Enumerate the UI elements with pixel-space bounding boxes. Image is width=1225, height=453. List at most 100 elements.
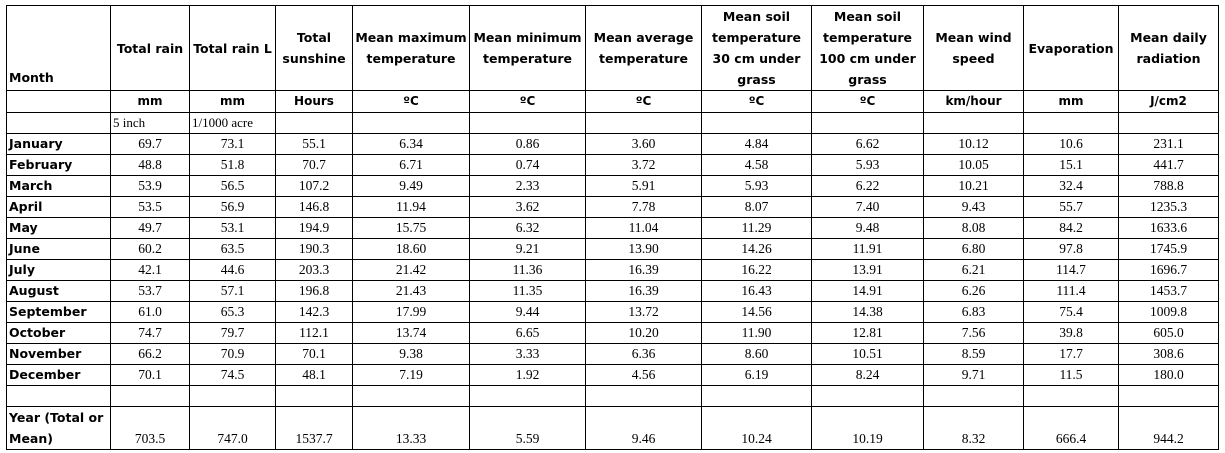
sub-unit-cell: 5 inch	[110, 112, 190, 134]
sub-unit-cell	[469, 112, 586, 134]
value-cell: 70.7	[275, 154, 353, 176]
value-cell: 15.75	[352, 217, 470, 239]
value-cell: 308.6	[1118, 343, 1219, 365]
year-value-cell: 13.33	[352, 406, 470, 450]
table-row: July 42.1 44.6 203.3 21.42 11.36 16.39 16.22 13.…	[6, 259, 1219, 281]
value-cell: 7.78	[585, 196, 702, 218]
value-cell: 11.35	[469, 280, 586, 302]
value-cell: 63.5	[189, 238, 276, 260]
header-mean-max-temp: Mean maximum temperature	[352, 5, 470, 91]
value-cell: 8.24	[811, 364, 924, 386]
value-cell: 3.72	[585, 154, 702, 176]
value-cell: 1235.3	[1118, 196, 1219, 218]
value-cell: 53.1	[189, 217, 276, 239]
year-value-cell: 1537.7	[275, 406, 353, 450]
value-cell: 70.1	[275, 343, 353, 365]
month-cell: July	[6, 259, 111, 281]
header-total-rain: Total rain	[110, 5, 190, 91]
value-cell: 13.90	[585, 238, 702, 260]
year-label-cell: Year (Total or Mean)	[6, 406, 111, 450]
value-cell: 7.19	[352, 364, 470, 386]
sub-unit-cell	[275, 112, 353, 134]
value-cell: 16.39	[585, 280, 702, 302]
value-cell: 190.3	[275, 238, 353, 260]
value-cell: 111.4	[1023, 280, 1119, 302]
header-mean-wind-speed: Mean wind speed	[923, 5, 1024, 91]
unit-cell: ºC	[701, 90, 812, 113]
value-cell: 231.1	[1118, 133, 1219, 155]
value-cell: 0.74	[469, 154, 586, 176]
month-cell: February	[6, 154, 111, 176]
value-cell: 14.26	[701, 238, 812, 260]
month-cell: March	[6, 175, 111, 197]
value-cell: 48.8	[110, 154, 190, 176]
value-cell: 114.7	[1023, 259, 1119, 281]
weather-table: Month Total rain Total rain L Total suns…	[6, 5, 1219, 450]
value-cell: 11.29	[701, 217, 812, 239]
value-cell: 13.74	[352, 322, 470, 344]
empty-cell	[110, 385, 190, 407]
empty-cell	[1118, 385, 1219, 407]
unit-cell: ºC	[585, 90, 702, 113]
empty-cell	[811, 385, 924, 407]
table-row: May 49.7 53.1 194.9 15.75 6.32 11.04 11.29 9.48 8…	[6, 217, 1219, 239]
value-cell: 56.9	[189, 196, 276, 218]
value-cell: 6.32	[469, 217, 586, 239]
value-cell: 53.5	[110, 196, 190, 218]
empty-cell	[1023, 385, 1119, 407]
value-cell: 1696.7	[1118, 259, 1219, 281]
value-cell: 49.7	[110, 217, 190, 239]
value-cell: 70.9	[189, 343, 276, 365]
value-cell: 84.2	[1023, 217, 1119, 239]
value-cell: 7.40	[811, 196, 924, 218]
unit-cell	[6, 90, 111, 113]
value-cell: 3.33	[469, 343, 586, 365]
value-cell: 196.8	[275, 280, 353, 302]
value-cell: 10.12	[923, 133, 1024, 155]
value-cell: 4.56	[585, 364, 702, 386]
value-cell: 1633.6	[1118, 217, 1219, 239]
empty-cell	[6, 385, 111, 407]
sub-unit-cell	[1023, 112, 1119, 134]
value-cell: 9.44	[469, 301, 586, 323]
value-cell: 6.22	[811, 175, 924, 197]
value-cell: 9.21	[469, 238, 586, 260]
value-cell: 42.1	[110, 259, 190, 281]
value-cell: 8.08	[923, 217, 1024, 239]
month-cell: December	[6, 364, 111, 386]
table-row: December 70.1 74.5 48.1 7.19 1.92 4.56 6.19 8.24…	[6, 364, 1219, 386]
value-cell: 6.19	[701, 364, 812, 386]
header-evaporation: Evaporation	[1023, 5, 1119, 91]
value-cell: 3.60	[585, 133, 702, 155]
value-cell: 6.62	[811, 133, 924, 155]
value-cell: 56.5	[189, 175, 276, 197]
value-cell: 180.0	[1118, 364, 1219, 386]
value-cell: 788.8	[1118, 175, 1219, 197]
value-cell: 4.84	[701, 133, 812, 155]
unit-cell: ºC	[469, 90, 586, 113]
empty-cell	[189, 385, 276, 407]
units-row: mm mm Hours ºC ºC ºC ºC ºC km/hour mm J/…	[6, 90, 1219, 113]
header-mean-min-temp: Mean minimum temperature	[469, 5, 586, 91]
unit-cell: J/cm2	[1118, 90, 1219, 113]
year-value-cell: 5.59	[469, 406, 586, 450]
unit-cell: mm	[189, 90, 276, 113]
month-cell: November	[6, 343, 111, 365]
value-cell: 6.80	[923, 238, 1024, 260]
value-cell: 79.7	[189, 322, 276, 344]
value-cell: 1009.8	[1118, 301, 1219, 323]
value-cell: 5.91	[585, 175, 702, 197]
value-cell: 21.43	[352, 280, 470, 302]
value-cell: 10.51	[811, 343, 924, 365]
value-cell: 9.71	[923, 364, 1024, 386]
value-cell: 75.4	[1023, 301, 1119, 323]
value-cell: 8.59	[923, 343, 1024, 365]
month-cell: September	[6, 301, 111, 323]
table-row: March 53.9 56.5 107.2 9.49 2.33 5.91 5.93 6.22 10…	[6, 175, 1219, 197]
header-soil-temp-30cm: Mean soil temperature 30 cm under grass	[701, 5, 812, 91]
value-cell: 9.49	[352, 175, 470, 197]
value-cell: 17.7	[1023, 343, 1119, 365]
value-cell: 18.60	[352, 238, 470, 260]
value-cell: 441.7	[1118, 154, 1219, 176]
sub-unit-cell	[923, 112, 1024, 134]
